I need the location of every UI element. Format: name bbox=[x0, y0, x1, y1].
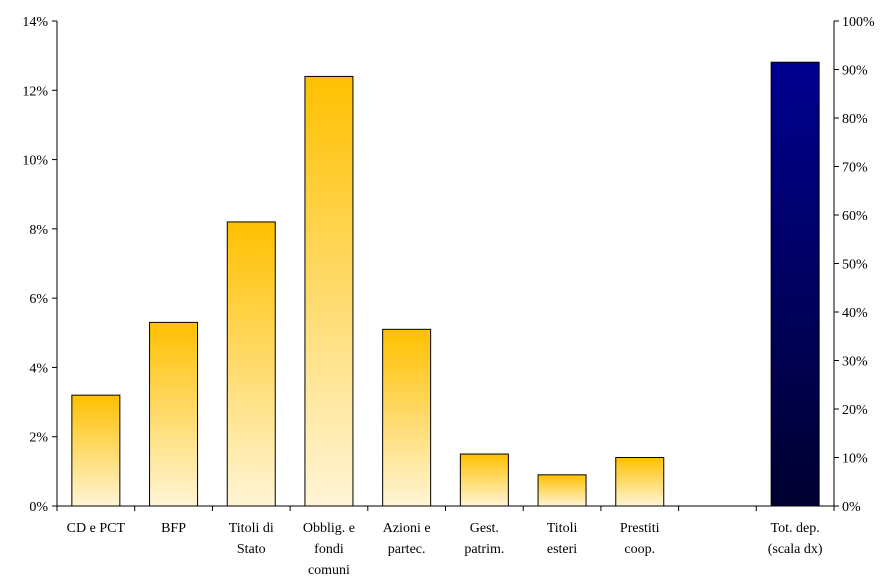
right-axis-tick-label: 90% bbox=[842, 64, 868, 79]
category-label: Prestiti bbox=[620, 521, 660, 536]
bar bbox=[537, 474, 587, 507]
left-axis-tick-label: 0% bbox=[29, 500, 48, 515]
right-axis-tick-label: 20% bbox=[842, 403, 868, 418]
bars bbox=[71, 61, 820, 507]
right-axis-tick-label: 70% bbox=[842, 161, 868, 176]
bar-right-axis bbox=[770, 61, 820, 507]
right-axis-tick-label: 60% bbox=[842, 209, 868, 224]
left-axis-tick-label: 2% bbox=[29, 431, 48, 446]
category-label: esteri bbox=[547, 542, 577, 557]
right-axis-tick-label: 10% bbox=[842, 452, 868, 467]
category-label: coop. bbox=[624, 542, 655, 557]
category-label: partec. bbox=[388, 542, 426, 557]
category-label: Tot. dep. bbox=[771, 521, 820, 536]
right-axis-tick-label: 30% bbox=[842, 355, 868, 370]
right-axis-tick-label: 100% bbox=[842, 15, 875, 30]
category-label: comuni bbox=[308, 563, 350, 578]
category-label: Obblig. e bbox=[303, 521, 355, 536]
category-label: patrim. bbox=[464, 542, 504, 557]
right-axis-tick-label: 50% bbox=[842, 258, 868, 273]
left-axis-tick-label: 8% bbox=[29, 223, 48, 238]
category-label: Titoli bbox=[547, 521, 578, 536]
category-label: CD e PCT bbox=[67, 521, 126, 536]
bar bbox=[226, 221, 276, 507]
left-axis-tick-label: 4% bbox=[29, 361, 48, 376]
right-axis-tick-label: 0% bbox=[842, 500, 861, 515]
bar bbox=[71, 394, 121, 507]
category-label: fondi bbox=[314, 542, 344, 557]
left-axis-tick-label: 12% bbox=[22, 84, 48, 99]
bar bbox=[149, 321, 199, 507]
bar bbox=[382, 328, 432, 507]
category-label: Stato bbox=[237, 542, 266, 557]
labels: CD e PCT BFP Titoli di Stato Obblig. e fondi c… bbox=[67, 521, 823, 578]
right-axis-tick-label: 80% bbox=[842, 112, 868, 127]
right-axis-tick-label: 40% bbox=[842, 306, 868, 321]
bar bbox=[615, 457, 665, 507]
bar bbox=[459, 453, 509, 507]
category-label: BFP bbox=[161, 521, 186, 536]
bar bbox=[304, 75, 354, 507]
category-label: Azioni e bbox=[383, 521, 431, 536]
category-label: (scala dx) bbox=[768, 542, 823, 557]
left-axis-tick-label: 10% bbox=[22, 154, 48, 169]
left-axis-tick-label: 14% bbox=[22, 15, 48, 30]
axes: 0% 2% 4% 6% 8% 10% 12% 14% 0% 10% 20% 30% 40% 50% 60% 7… bbox=[22, 15, 875, 515]
category-label: Gest. bbox=[470, 521, 499, 536]
left-axis-tick-label: 6% bbox=[29, 292, 48, 307]
category-label: Titoli di bbox=[229, 521, 274, 536]
